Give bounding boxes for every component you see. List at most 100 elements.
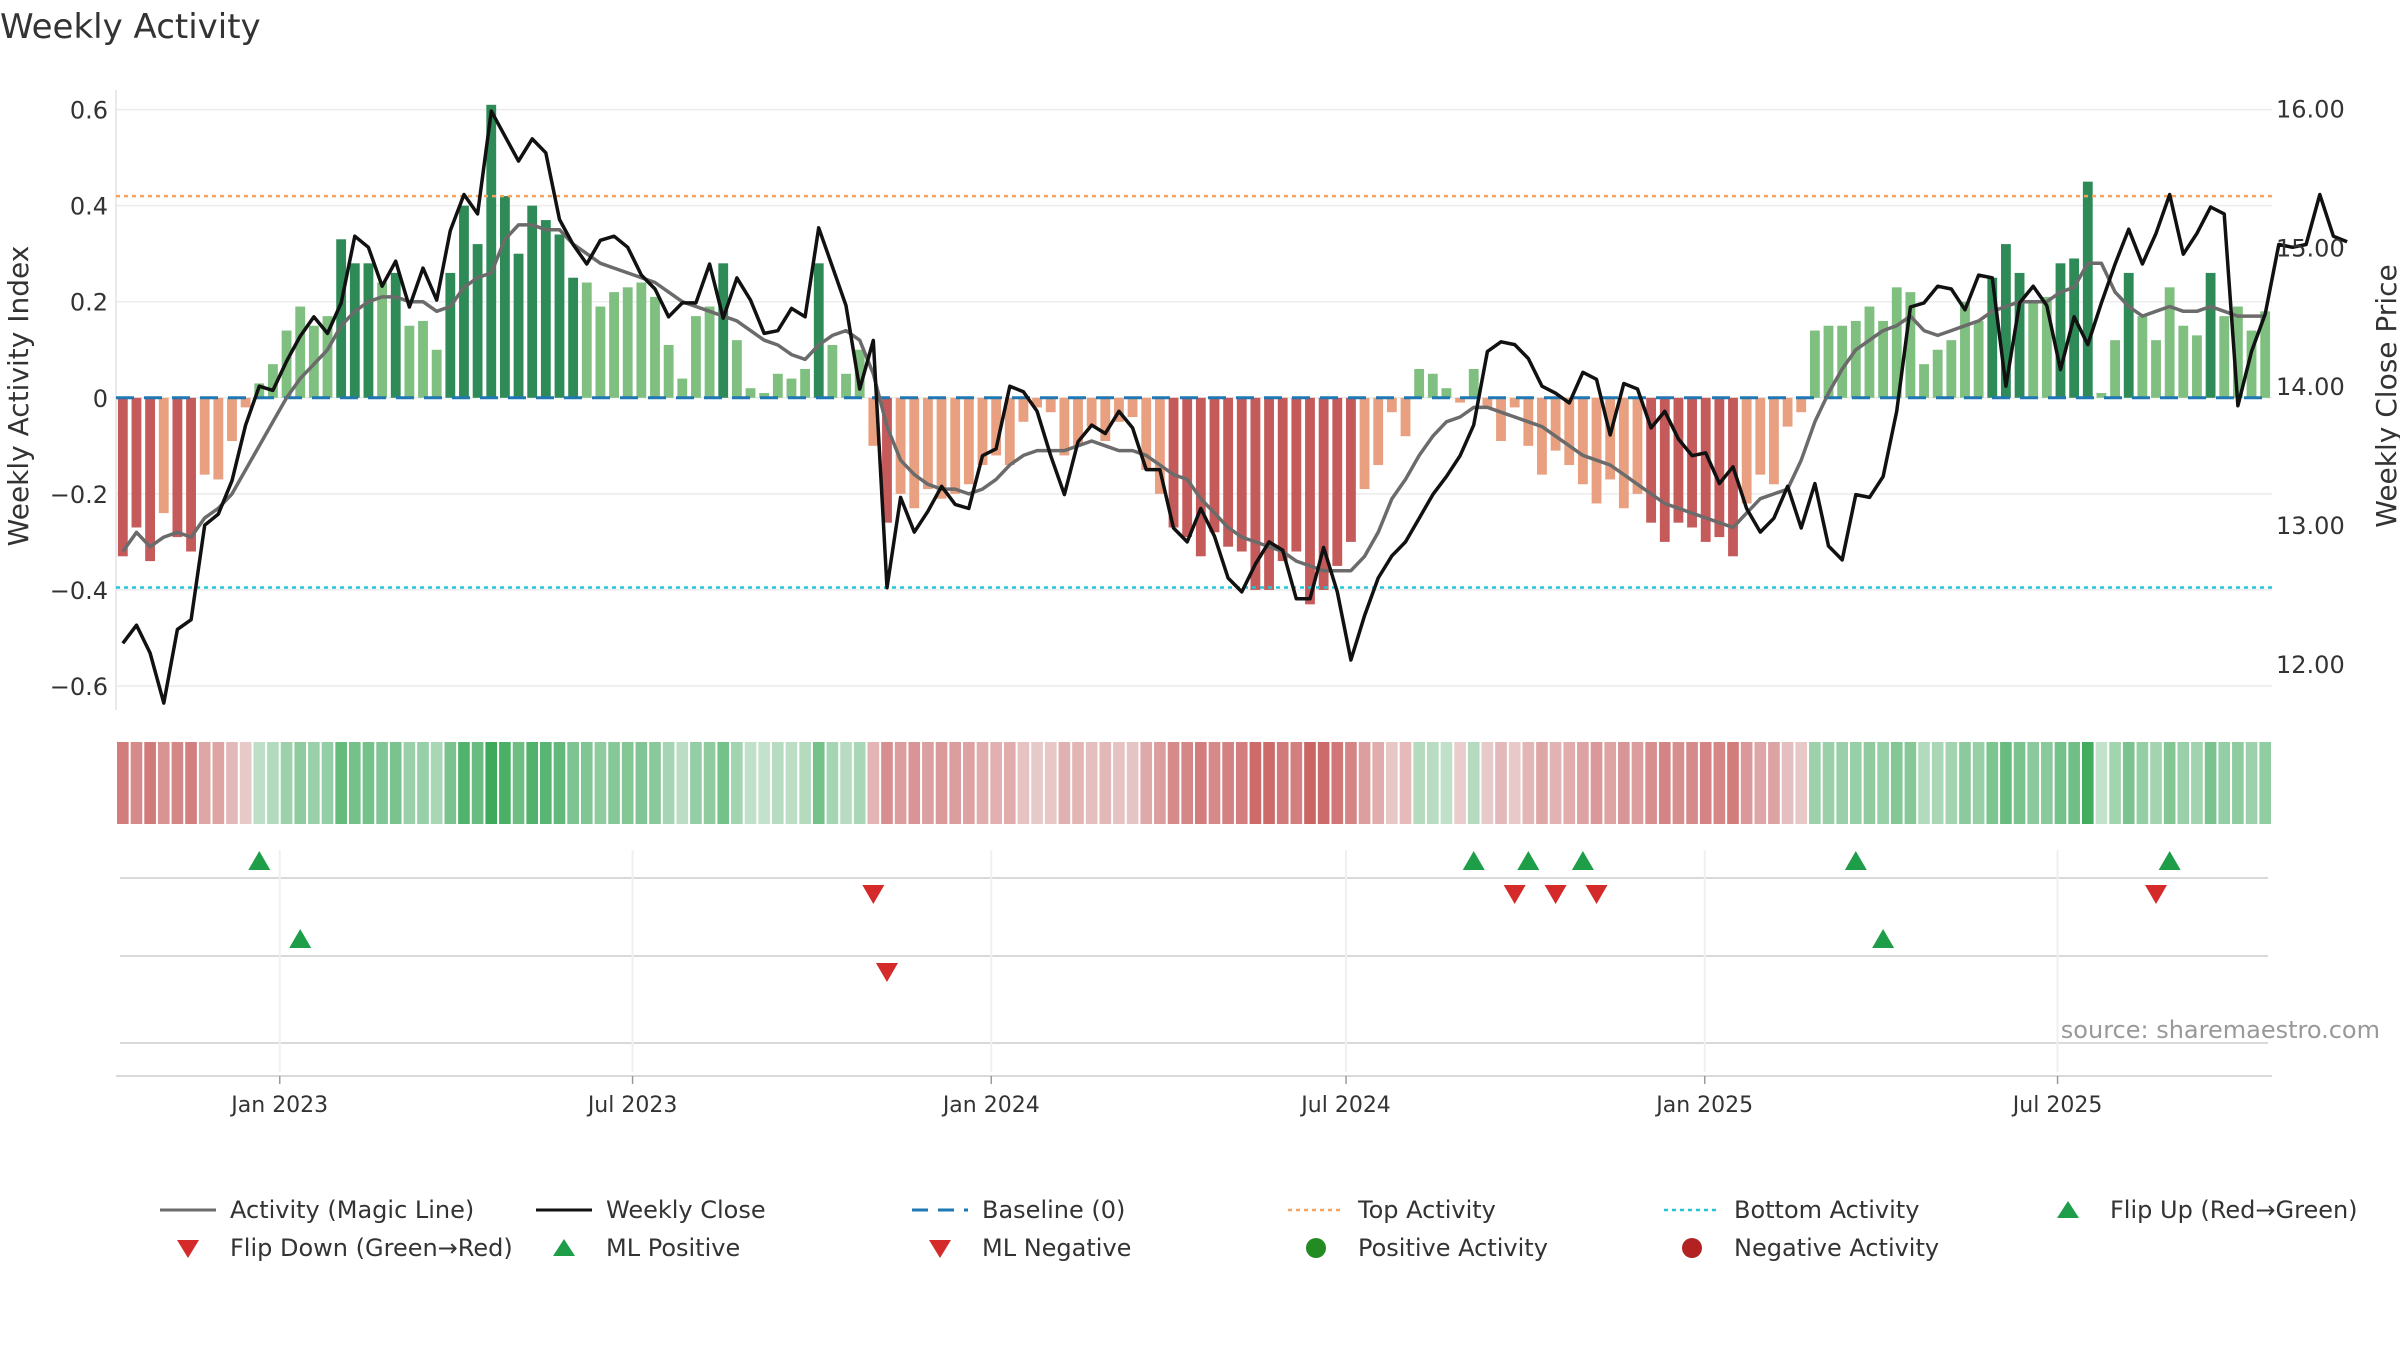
activity-bar — [554, 234, 565, 398]
activity-bar — [691, 316, 701, 398]
activity-bar — [1127, 397, 1138, 418]
activity-bar — [1823, 325, 1834, 398]
activity-bar — [909, 397, 920, 509]
heat-cell — [308, 742, 320, 824]
activity-bar — [1496, 397, 1506, 442]
activity-bar — [841, 373, 851, 398]
flip-up-marker — [1462, 851, 1485, 870]
activity-bar — [895, 397, 906, 494]
activity-bar — [650, 296, 660, 398]
activity-bar — [1455, 397, 1466, 403]
activity-bar — [2246, 330, 2257, 398]
activity-bar — [581, 282, 592, 398]
ml-negative-marker — [875, 963, 898, 982]
heat-cell — [867, 742, 880, 824]
heat-cell — [922, 742, 934, 824]
heat-cell — [580, 742, 593, 824]
activity-bar — [2110, 340, 2120, 398]
heat-cell — [2109, 742, 2121, 824]
activity-bar — [540, 220, 551, 398]
heat-cell — [2245, 742, 2258, 824]
legend-label: Baseline (0) — [982, 1196, 1126, 1224]
x-tick-label: Jan 2025 — [1654, 1093, 1753, 1118]
activity-bar — [349, 263, 360, 398]
heat-cell — [1181, 742, 1193, 824]
heat-cell — [1386, 742, 1398, 824]
activity-bar — [295, 306, 306, 398]
heat-cell — [799, 742, 811, 824]
heat-cell — [758, 742, 770, 824]
heat-cell — [1358, 742, 1371, 824]
activity-bar — [1305, 397, 1315, 605]
heat-cell — [2122, 742, 2135, 824]
heat-cell — [1631, 742, 1644, 824]
heat-cell — [990, 742, 1002, 824]
activity-bar — [677, 378, 688, 398]
activity-bar — [1618, 397, 1629, 509]
activity-bar — [227, 397, 237, 442]
heat-cell — [117, 742, 129, 824]
heat-cell — [2000, 742, 2012, 824]
activity-bar — [1577, 397, 1588, 485]
legend-label: Positive Activity — [1358, 1234, 1548, 1262]
activity-bar — [1073, 397, 1083, 446]
heat-cell — [1113, 742, 1125, 824]
activity-bar — [800, 368, 811, 398]
heat-cell — [1235, 742, 1248, 824]
activity-bar — [1468, 368, 1479, 398]
legend-item: Bottom Activity — [1664, 1196, 1919, 1224]
activity-bar — [922, 397, 933, 490]
activity-bar — [336, 239, 347, 398]
heat-cell — [1931, 742, 1944, 824]
activity-bar — [759, 392, 770, 398]
heat-cell — [894, 742, 907, 824]
heat-cell — [635, 742, 648, 824]
activity-bar — [172, 397, 183, 538]
activity-bar — [704, 306, 715, 398]
heat-cell — [417, 742, 429, 824]
heat-cell — [1986, 742, 1999, 824]
heat-cell — [185, 742, 197, 824]
source-label: source: sharemaestro.com — [2061, 1016, 2380, 1044]
heat-cell — [403, 742, 416, 824]
baseline-dash-icon — [912, 1198, 968, 1222]
heat-cell — [1604, 742, 1617, 824]
y2-tick-label: 16.00 — [2276, 95, 2345, 123]
heat-cell — [608, 742, 620, 824]
heat-cell — [458, 742, 470, 824]
heat-cell — [785, 742, 798, 824]
heat-cell — [1918, 742, 1930, 824]
heat-cell — [1195, 742, 1207, 824]
heat-cell — [280, 742, 293, 824]
activity-bar — [1277, 397, 1288, 562]
heat-cell — [594, 742, 607, 824]
ml-positive-marker — [1872, 929, 1895, 948]
magic-line-icon — [160, 1198, 216, 1222]
activity-bar — [1728, 397, 1738, 557]
legend-label: Weekly Close — [606, 1196, 766, 1224]
activity-bar — [745, 388, 756, 398]
heat-cell — [676, 742, 689, 824]
activity-bar — [2164, 287, 2175, 398]
activity-bar — [963, 397, 974, 485]
activity-bar — [1946, 340, 1957, 398]
activity-bar — [513, 253, 524, 398]
heat-cell — [1836, 742, 1848, 824]
flip-down-marker — [1503, 885, 1526, 904]
heat-cell — [935, 742, 948, 824]
heat-cell — [540, 742, 552, 824]
activity-bar — [1346, 397, 1356, 542]
activity-bar — [813, 263, 824, 398]
activity-bar — [1264, 397, 1274, 590]
heat-cell — [2013, 742, 2026, 824]
grid-lines — [115, 90, 2272, 710]
activity-bar — [390, 272, 401, 398]
x-tick-label: Jan 2024 — [941, 1093, 1040, 1118]
triangle-up-icon — [536, 1236, 592, 1260]
heat-cell — [1658, 742, 1671, 824]
activity-bar — [527, 205, 538, 398]
heat-cell — [949, 742, 962, 824]
heat-cell — [335, 742, 347, 824]
activity-bar — [2123, 272, 2134, 398]
chart-title: Weekly Activity — [0, 7, 261, 47]
